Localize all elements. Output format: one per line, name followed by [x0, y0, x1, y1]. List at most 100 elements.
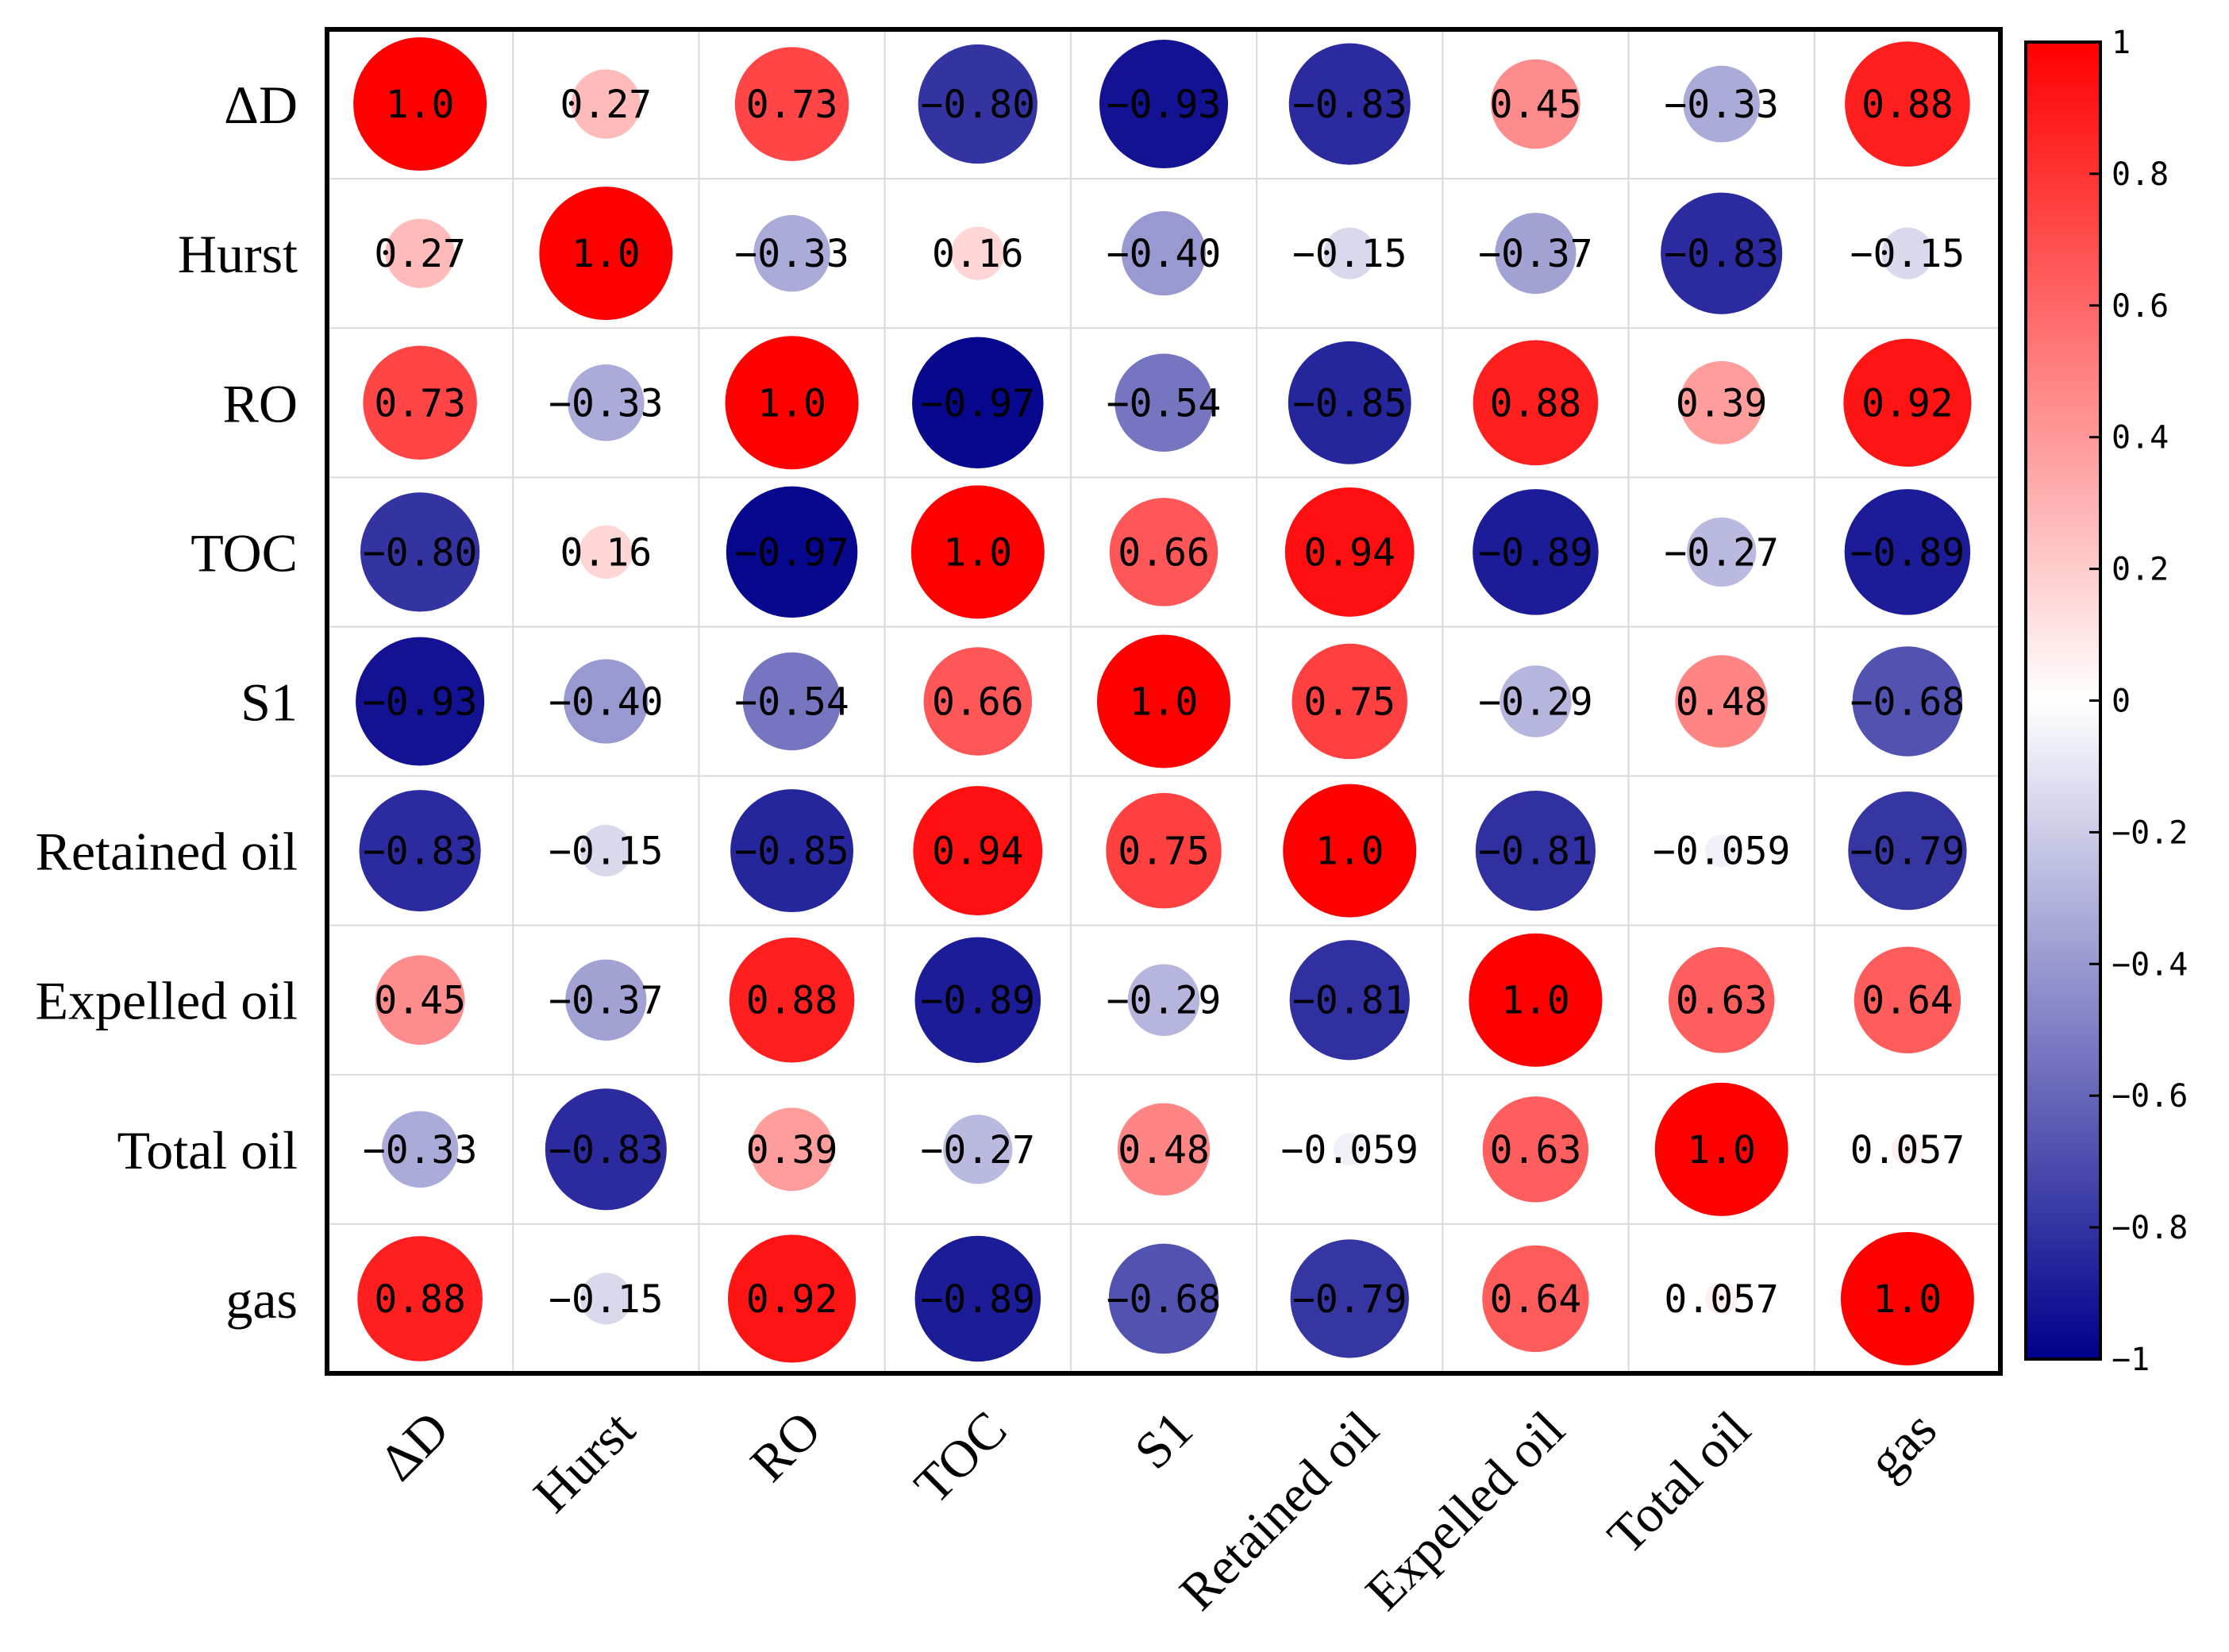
corr-value-label: −0.85	[734, 830, 849, 874]
corr-value-label: 0.39	[1676, 381, 1768, 426]
corr-value-label: 0.63	[1676, 979, 1768, 1023]
corr-circle	[1127, 964, 1200, 1036]
colorbar-tick-label: 0.8	[2112, 156, 2169, 193]
corr-circle	[579, 825, 632, 877]
corr-value-label: −0.97	[921, 381, 1036, 426]
corr-value-label: −0.93	[363, 680, 478, 725]
corr-circle	[734, 47, 849, 161]
corr-value-label: −0.83	[1664, 232, 1779, 276]
column-label: TOC	[903, 1400, 1018, 1515]
corr-value-label: −0.27	[921, 1128, 1036, 1173]
corr-circle	[375, 955, 465, 1045]
corr-circle	[726, 486, 858, 618]
colorbar-tick-label: −1	[2112, 1342, 2150, 1378]
corr-value-label: −0.80	[921, 83, 1036, 127]
corr-circle	[1283, 784, 1417, 918]
corr-circle	[1854, 946, 1961, 1053]
colorbar-gradient	[2024, 40, 2102, 1361]
row-label: S1	[241, 672, 298, 733]
corr-value-label: −0.54	[734, 680, 849, 725]
corr-circle	[1840, 1231, 1974, 1365]
corr-circle	[357, 1236, 483, 1361]
corr-value-label: 1.0	[386, 83, 455, 127]
corr-value-label: 0.27	[560, 83, 653, 127]
corr-circle	[363, 345, 477, 460]
corr-circle	[385, 218, 455, 288]
corr-circle	[918, 44, 1038, 164]
corr-value-label: 1.0	[572, 232, 641, 276]
corr-circle	[1109, 498, 1218, 607]
corr-circle	[1289, 940, 1410, 1061]
corr-value-label: −0.79	[1292, 1277, 1407, 1322]
column-label: Retained oil	[1168, 1400, 1389, 1621]
colorbar-ticks: 1 0.8 0.6 0.4 0.2 0 −0.2 −0.4 −0.6 −0.8 −1	[2089, 25, 2188, 1378]
corr-circle	[914, 937, 1041, 1063]
row-label: Expelled oil	[36, 971, 298, 1031]
corr-value-label: −0.79	[1850, 830, 1965, 874]
colorbar-tick-label: −0.4	[2112, 946, 2188, 983]
corr-value-label: −0.059	[1653, 830, 1790, 874]
corr-value-label: 0.45	[1490, 83, 1582, 127]
corr-value-label: −0.37	[1478, 232, 1593, 276]
corr-value-label: 0.66	[1118, 530, 1210, 575]
corr-circle	[1675, 655, 1768, 748]
corr-value-label: −0.54	[1107, 381, 1222, 426]
colorbar-tick-label: 0.2	[2112, 552, 2169, 588]
corr-circle	[381, 1111, 459, 1188]
corr-value-label: −0.29	[1107, 979, 1222, 1023]
corr-circle	[1482, 1096, 1589, 1203]
corr-value-label: 0.057	[1850, 1128, 1965, 1173]
column-label: Hurst	[523, 1400, 646, 1523]
corr-value-label: 0.057	[1664, 1277, 1779, 1322]
corr-value-label: 0.27	[374, 232, 466, 276]
corr-circle	[1495, 213, 1576, 295]
row-label: Total oil	[117, 1120, 298, 1180]
colorbar-tick-label: 0.4	[2112, 420, 2169, 456]
corr-value-label: 1.0	[1130, 680, 1199, 725]
colorbar: 1 0.8 0.6 0.4 0.2 0 −0.2 −0.4 −0.6 −0.8 −1	[2024, 25, 2188, 1378]
corr-circle	[1473, 340, 1599, 466]
corr-value-label: −0.68	[1107, 1277, 1222, 1322]
row-label: Retained oil	[36, 822, 298, 882]
corr-value-label: −0.33	[734, 232, 849, 276]
corr-circle	[1668, 947, 1775, 1053]
corr-value-label: −0.15	[549, 1277, 664, 1322]
corr-circle	[1290, 1239, 1409, 1358]
colorbar-tick-label: 1	[2112, 25, 2131, 61]
plot-frame	[325, 27, 2003, 1376]
corr-circle	[568, 364, 645, 441]
colorbar-tick-label: −0.6	[2112, 1078, 2188, 1115]
corr-circle	[1491, 59, 1580, 149]
corr-value-label: −0.93	[1107, 83, 1222, 127]
corr-circle	[943, 1115, 1013, 1184]
corr-value-label: −0.80	[363, 530, 478, 575]
colorbar-tick-label: 0	[2112, 684, 2131, 720]
corr-circle	[1848, 791, 1967, 911]
corr-value-label: −0.83	[1292, 83, 1407, 127]
corr-circle	[914, 1235, 1041, 1362]
corr-circle	[729, 937, 855, 1063]
corr-circle	[1843, 338, 1972, 467]
column-label: gas	[1858, 1400, 1948, 1491]
corr-circle	[913, 786, 1043, 916]
corr-circle	[1475, 791, 1596, 911]
colorbar-tick-label: −0.2	[2112, 814, 2188, 851]
corr-circle	[750, 1107, 834, 1192]
corr-circle	[1108, 1243, 1219, 1354]
cells: 1.0 0.27 0.73 −0.80 −0.93 −0.83 0.45 −0.33 0.88 0…	[353, 37, 1974, 1365]
corr-circle	[1284, 487, 1415, 617]
corr-value-label: −0.33	[549, 381, 664, 426]
corr-circle	[539, 187, 673, 321]
corr-value-label: −0.33	[1664, 83, 1779, 127]
corr-value-label: −0.83	[363, 830, 478, 874]
corr-value-label: 0.75	[1303, 680, 1396, 725]
corr-value-label: 0.88	[1490, 381, 1582, 426]
corr-value-label: −0.40	[1107, 232, 1222, 276]
corr-circle	[725, 336, 859, 470]
column-label: S1	[1124, 1400, 1204, 1481]
corr-circle	[1687, 517, 1757, 587]
corr-circle	[910, 485, 1045, 619]
corr-value-label: −0.97	[734, 530, 849, 575]
